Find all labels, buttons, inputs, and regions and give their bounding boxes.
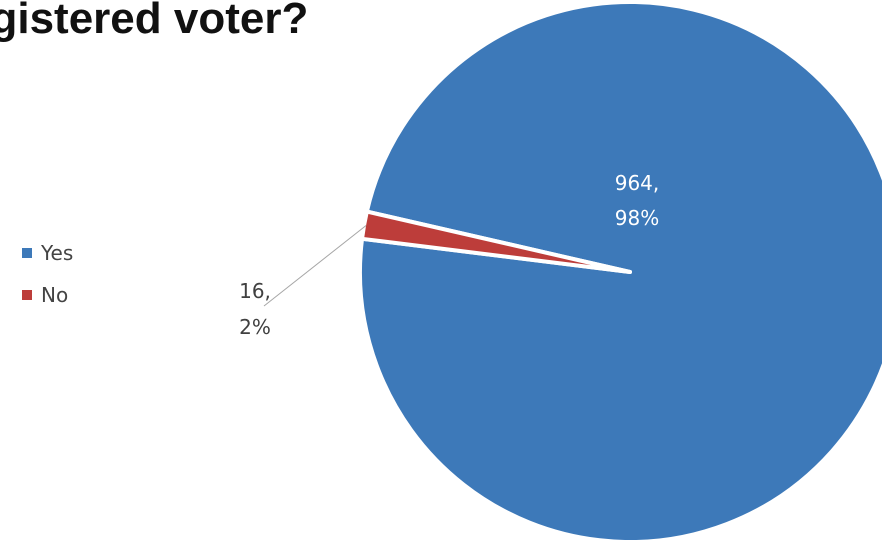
leader-line-no [263,225,367,307]
data-label-no-percent: 2% [239,315,271,339]
legend-item-yes: Yes [22,238,73,268]
legend-item-no: No [22,280,73,310]
data-label-yes-value: 964, [615,171,660,195]
legend-swatch-yes [22,248,32,258]
legend-swatch-no [22,290,32,300]
chart-legend: Yes No [22,238,73,322]
data-label-no-value: 16, [239,279,271,303]
data-label-yes-percent: 98% [615,206,659,230]
pie-slices [358,0,882,540]
chart-title: egistered voter? [0,0,309,43]
legend-label-yes: Yes [41,241,74,265]
legend-label-no: No [41,283,69,307]
pie-slice-no [360,209,632,274]
